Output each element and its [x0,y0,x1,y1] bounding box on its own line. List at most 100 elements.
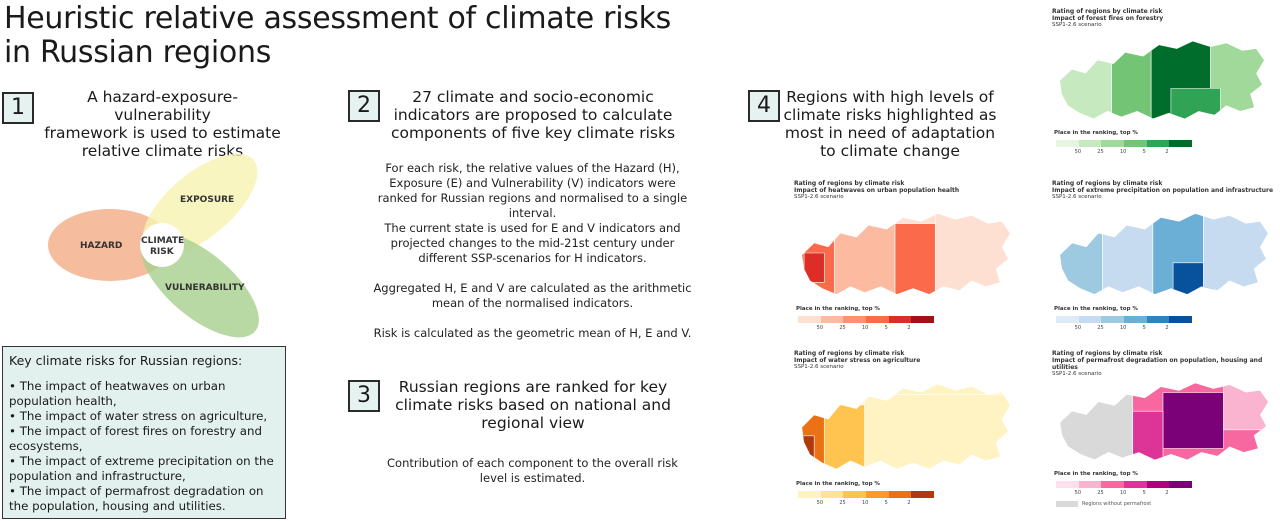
step-2-body-line: ranked for Russian regions and normalise… [377,191,688,205]
map-title: Rating of regions by climate risk Impact … [1052,350,1263,377]
step-1-line: framework is used to estimate [44,124,281,142]
step-2-body-line: different SSP-scenarios for H indicators… [418,251,647,265]
legend-swatch [866,316,889,323]
climate-label: CLIMATE [141,236,184,246]
title-line-1: Heuristic relative assessment of climate… [4,1,671,36]
legend-color-bar [1056,316,1193,323]
step-2-body-line: mean of the normalised indicators. [431,296,634,310]
legend-swatch [888,491,912,498]
map-region [834,223,896,295]
legend-color-bar [798,491,935,498]
legend-tick: 25 [1097,490,1104,496]
legend-tick: 10 [862,500,869,506]
legend-swatch [1101,316,1125,323]
step-3-line: regional view [481,414,585,432]
legend-label: Place in the ranking, top % [796,306,880,312]
legend-swatch [1169,140,1193,147]
step-2-body: For each risk, the relative values of th… [370,161,695,341]
map-title: Rating of regions by climate risk Impact … [1052,8,1164,28]
page-title: Heuristic relative assessment of climate… [4,2,671,70]
step-4-line: Regions with high levels of [786,88,994,106]
legend-color-bar [1056,140,1193,147]
hazard-label: HAZARD [80,241,122,251]
key-risk-item: • The impact of forest fires on forestry… [9,424,262,453]
legend-tick: 25 [839,500,846,506]
map-region [1223,383,1268,431]
legend-tick: 10 [1120,149,1127,155]
step-2-heading: 27 climate and socio-economic indicators… [388,88,678,142]
extreme-precipitation-map: Rating of regions by climate risk Impact … [1048,178,1278,338]
legend-tick: 5 [884,325,888,331]
legend-swatch [911,316,935,323]
legend-swatch [820,491,844,498]
step-4-number: 4 [748,90,780,122]
map-region [864,394,1010,469]
legend-swatch [798,491,821,498]
step-2-body-line: projected changes to the mid-21st centur… [390,236,675,250]
step-3-body-line: Contribution of each component to the ov… [387,456,678,470]
legend-tick: 25 [1097,149,1104,155]
legend-label: Place in the ranking, top % [1054,130,1138,136]
legend-swatch [1101,481,1125,488]
step-2-body-line: interval. [508,206,557,220]
step-3-heading: Russian regions are ranked for key clima… [388,378,678,432]
legend-swatch [1169,316,1193,323]
step-3-line: Russian regions are ranked for key [398,378,668,396]
legend-color-bar [1056,481,1193,488]
legend-swatch [1124,481,1147,488]
russia-map [802,384,1010,469]
key-risk-item: • The impact of heatwaves on urban popul… [9,379,226,408]
legend-swatch [1124,316,1147,323]
legend-tick: 5 [1142,149,1146,155]
legend-swatch [798,316,821,323]
legend-swatch [1056,481,1079,488]
legend-tick: 2 [1165,490,1169,496]
exposure-label: EXPOSURE [180,195,234,205]
legend-swatch [843,316,867,323]
step-2-body-line: Risk is calculated as the geometric mean… [373,326,692,340]
map-region [1162,392,1224,449]
step-1-heading: A hazard-exposure-vulnerability framewor… [40,88,285,160]
legend-tick: 10 [862,325,869,331]
map-title: Rating of regions by climate risk Impact … [1052,180,1274,200]
step-2-line: 27 climate and socio-economic [412,88,654,106]
map-title: Rating of regions by climate risk Impact … [794,350,921,370]
step-2-body-line: The current state is used for E and V in… [384,221,681,235]
risk-label: RISK [150,247,175,257]
step-1-number: 1 [2,92,34,124]
step-2-line: components of five key climate risks [390,124,676,142]
legend-tick: 5 [1142,325,1146,331]
legend-swatch [1124,140,1147,147]
step-2-body-line: Exposure (E) and Vulnerability (V) indic… [389,176,676,190]
hazard-petal [48,209,172,281]
legend-tick: 10 [1120,490,1127,496]
legend-swatch [1078,481,1102,488]
legend-swatch [1101,140,1125,147]
key-risk-item: • The impact of extreme precipitation on… [9,454,274,483]
step-4-heading: Regions with high levels of climate risk… [780,88,1000,160]
no-data-swatch [1056,501,1078,507]
legend-tick: 5 [1142,490,1146,496]
step-2-number: 2 [348,90,380,122]
legend-swatch [1169,481,1193,488]
russia-map [802,213,1010,295]
map-region [1210,41,1265,119]
step-3-body: Contribution of each component to the ov… [370,456,695,486]
legend-tick: 5 [884,500,888,506]
step-3-line: climate risks based on national and [395,396,671,414]
map-title: Rating of regions by climate risk Impact … [794,180,960,200]
title-line-2: in Russian regions [4,35,272,70]
step-2-line: indicators are proposed to calculate [393,106,673,124]
legend-swatch [911,491,935,498]
permafrost-map: Rating of regions by climate risk Impact … [1048,348,1278,513]
legend-swatch [888,316,912,323]
legend-swatch [820,316,844,323]
legend-tick: 50 [816,500,824,506]
legend-tick: 2 [1165,149,1169,155]
legend-tick: 25 [839,325,846,331]
legend-swatch [1056,316,1079,323]
legend-swatch [1078,140,1102,147]
vulnerability-label: VULNERABILITY [165,283,245,293]
legend-tick: 50 [1074,490,1082,496]
map-region [823,404,865,469]
